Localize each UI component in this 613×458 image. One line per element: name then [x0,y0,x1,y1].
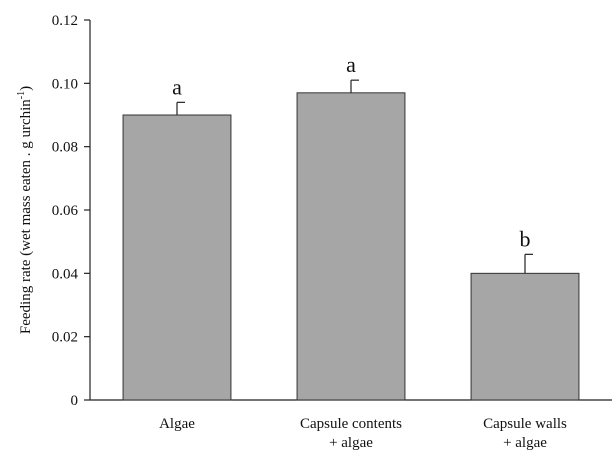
error-bars [176,79,533,274]
category-label: Capsule walls [483,416,567,432]
significance-label: a [172,74,182,99]
significance-labels: a a b [172,52,530,251]
bars [122,92,580,401]
y-tick-label: 0.06 [52,203,79,219]
y-tick-label: 0.04 [52,266,79,282]
y-tick-label: 0.02 [52,330,78,346]
significance-label: b [520,226,531,251]
y-tick-label: 0 [71,393,79,409]
category-label: Algae [159,416,195,432]
y-axis: 0 0.02 0.04 0.06 0.08 0.10 0.12 [52,13,91,409]
y-tick-label: 0.12 [52,13,78,29]
y-axis-title: Feeding rate (wet mass eaten . g urchin-… [16,86,34,334]
category-label: + algae [503,435,547,451]
bar [470,272,580,401]
bar [122,114,232,401]
category-label: Capsule contents [300,416,402,432]
category-labels: Algae Capsule contents + algae Capsule wall… [159,416,567,451]
y-tick-label: 0.08 [52,140,78,156]
significance-label: a [346,52,356,77]
y-tick-label: 0.10 [52,76,78,92]
category-label: + algae [329,435,373,451]
bar [296,92,406,401]
